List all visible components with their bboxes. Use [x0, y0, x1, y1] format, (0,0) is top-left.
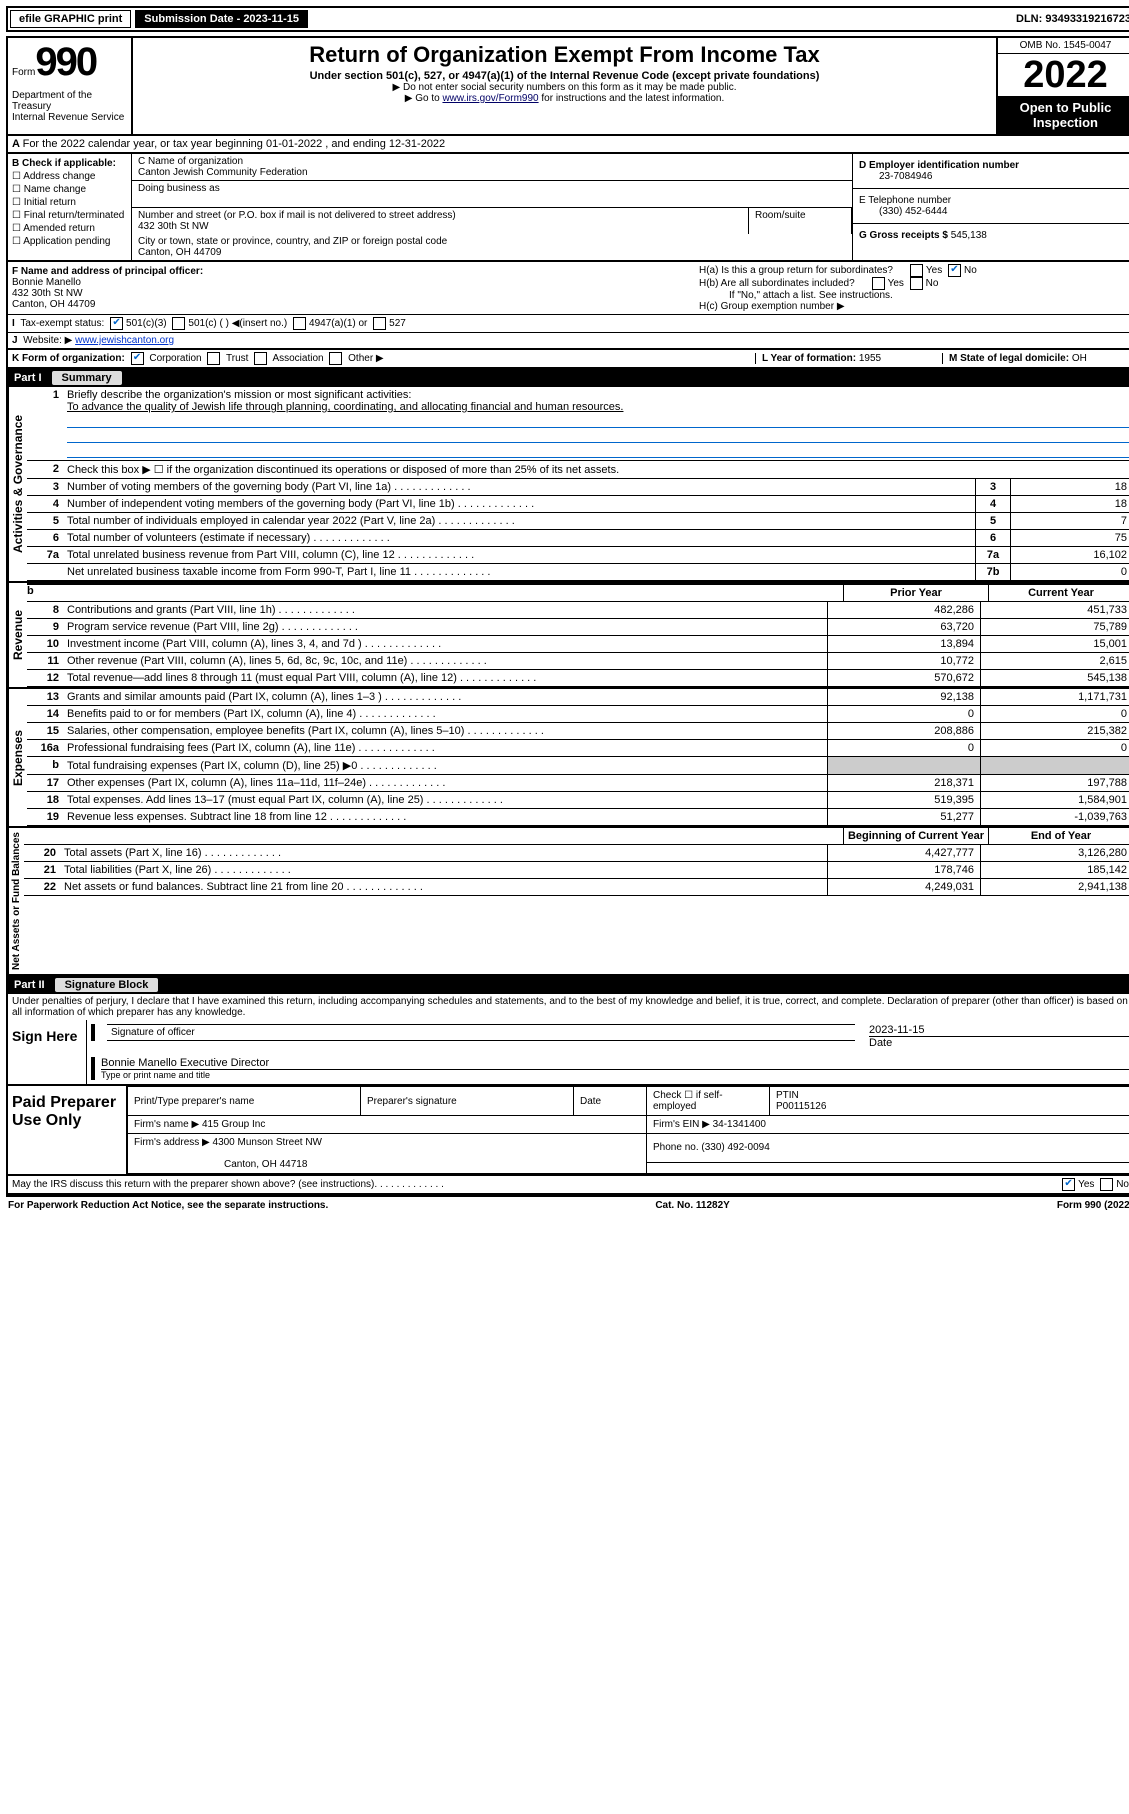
- mission: To advance the quality of Jewish life th…: [67, 401, 623, 413]
- open: Open to Public Inspection: [998, 96, 1129, 134]
- gov-label: Activities & Governance: [8, 387, 27, 581]
- net-label: Net Assets or Fund Balances: [8, 828, 24, 974]
- i-row: I Tax-exempt status: 501(c)(3) 501(c) ( …: [6, 315, 1129, 333]
- ptin: P00115126: [776, 1101, 826, 1112]
- gov-row: 4Number of independent voting members of…: [27, 496, 1129, 513]
- data-row: 12Total revenue—add lines 8 through 11 (…: [27, 670, 1129, 687]
- exp-sect: Expenses 13Grants and similar amounts pa…: [6, 689, 1129, 828]
- footer: For Paperwork Reduction Act Notice, see …: [6, 1195, 1129, 1214]
- goto: ▶ Go to: [405, 93, 443, 104]
- form-label: Form: [12, 67, 35, 78]
- gross: 545,138: [951, 230, 987, 241]
- gov-row: 7aTotal unrelated business revenue from …: [27, 547, 1129, 564]
- chk-address[interactable]: Address change: [23, 171, 95, 182]
- net-sect: Net Assets or Fund Balances Beginning of…: [6, 828, 1129, 976]
- title: Return of Organization Exempt From Incom…: [141, 42, 988, 68]
- year: 2022: [998, 54, 1129, 96]
- street: 432 30th St NW: [138, 221, 209, 232]
- j-row: J Website: ▶ www.jewishcanton.org: [6, 333, 1129, 350]
- form-number: 990: [35, 40, 96, 84]
- subdate-btn[interactable]: Submission Date - 2023-11-15: [135, 10, 308, 28]
- data-row: 21Total liabilities (Part X, line 26)178…: [24, 862, 1129, 879]
- data-row: bTotal fundraising expenses (Part IX, co…: [27, 757, 1129, 775]
- paid-block: Paid Preparer Use Only Print/Type prepar…: [6, 1086, 1129, 1176]
- officer-name: Bonnie Manello: [12, 277, 81, 288]
- discuss-yes[interactable]: [1062, 1178, 1075, 1191]
- year-cell: OMB No. 1545-0047 2022 Open to Public In…: [996, 38, 1129, 134]
- data-row: 16aProfessional fundraising fees (Part I…: [27, 740, 1129, 757]
- chk-501c3[interactable]: [110, 317, 123, 330]
- rev-sect: Revenue bPrior YearCurrent Year 8Contrib…: [6, 583, 1129, 689]
- ha-no[interactable]: [948, 264, 961, 277]
- sign-date: 2023-11-15: [869, 1024, 1129, 1036]
- data-row: 17Other expenses (Part IX, column (A), l…: [27, 775, 1129, 792]
- efile-btn[interactable]: efile GRAPHIC print: [10, 10, 131, 28]
- header-center: Return of Organization Exempt From Incom…: [133, 38, 996, 134]
- sub2: ▶ Do not enter social security numbers o…: [141, 82, 988, 93]
- data-row: 15Salaries, other compensation, employee…: [27, 723, 1129, 740]
- firm-phone: Phone no. (330) 492-0094: [647, 1134, 1129, 1163]
- form-cell: Form990 Department of the Treasury Inter…: [8, 38, 133, 134]
- chk-name[interactable]: Name change: [24, 184, 86, 195]
- irs-link[interactable]: www.irs.gov/Form990: [442, 93, 538, 104]
- firm: Firm's name ▶ 415 Group Inc: [128, 1116, 647, 1134]
- chk-corp[interactable]: [131, 352, 144, 365]
- omb: OMB No. 1545-0047: [998, 38, 1129, 54]
- data-row: 20Total assets (Part X, line 16)4,427,77…: [24, 845, 1129, 862]
- gov-row: 3Number of voting members of the governi…: [27, 479, 1129, 496]
- ein: 23-7084946: [859, 171, 932, 182]
- dln: DLN: 93493319216723: [1016, 13, 1129, 25]
- sub: Under section 501(c), 527, or 4947(a)(1)…: [141, 70, 988, 82]
- sign-block: Sign Here Signature of officer 2023-11-1…: [6, 1020, 1129, 1086]
- chk-pending[interactable]: Application pending: [23, 236, 110, 247]
- exp-label: Expenses: [8, 689, 27, 826]
- data-row: 14Benefits paid to or for members (Part …: [27, 706, 1129, 723]
- data-row: 13Grants and similar amounts paid (Part …: [27, 689, 1129, 706]
- part2-hdr: Part II Signature Block: [6, 976, 1129, 994]
- data-row: 19Revenue less expenses. Subtract line 1…: [27, 809, 1129, 826]
- dept: Department of the Treasury Internal Reve…: [12, 90, 127, 123]
- klm-row: K Form of organization: Corporation Trus…: [6, 350, 1129, 369]
- topbar: efile GRAPHIC print Submission Date - 20…: [6, 6, 1129, 32]
- goto2: for instructions and the latest informat…: [539, 93, 725, 104]
- gov-row: 5Total number of individuals employed in…: [27, 513, 1129, 530]
- penalty: Under penalties of perjury, I declare th…: [6, 994, 1129, 1020]
- chk-initial[interactable]: Initial return: [24, 197, 76, 208]
- mainbox: B Check if applicable: ☐ Address change …: [6, 154, 1129, 262]
- signer: Bonnie Manello Executive Director: [101, 1057, 1129, 1070]
- data-row: 8Contributions and grants (Part VIII, li…: [27, 602, 1129, 619]
- phone: (330) 452-6444: [859, 206, 947, 217]
- firm-ein: Firm's EIN ▶ 34-1341400: [647, 1116, 1129, 1134]
- rev-label: Revenue: [8, 583, 27, 687]
- data-row: 9Program service revenue (Part VIII, lin…: [27, 619, 1129, 636]
- website-link[interactable]: www.jewishcanton.org: [75, 335, 174, 346]
- data-row: 22Net assets or fund balances. Subtract …: [24, 879, 1129, 896]
- gov-row: Net unrelated business taxable income fr…: [27, 564, 1129, 581]
- discuss-row: May the IRS discuss this return with the…: [6, 1176, 1129, 1195]
- data-row: 18Total expenses. Add lines 13–17 (must …: [27, 792, 1129, 809]
- gov-sect: Activities & Governance 1Briefly describ…: [6, 387, 1129, 583]
- city: Canton, OH 44709: [138, 247, 221, 258]
- tax-year: A For the 2022 calendar year, or tax yea…: [6, 136, 1129, 154]
- c-block: C Name of organizationCanton Jewish Comm…: [132, 154, 852, 260]
- f-h-row: F Name and address of principal officer:…: [6, 262, 1129, 315]
- gov-row: 6Total number of volunteers (estimate if…: [27, 530, 1129, 547]
- data-row: 11Other revenue (Part VIII, column (A), …: [27, 653, 1129, 670]
- chk-final[interactable]: Final return/terminated: [24, 210, 125, 221]
- data-row: 10Investment income (Part VIII, column (…: [27, 636, 1129, 653]
- org-name: Canton Jewish Community Federation: [138, 167, 308, 178]
- header: Form990 Department of the Treasury Inter…: [6, 36, 1129, 136]
- part1-hdr: Part I Summary: [6, 369, 1129, 387]
- right-block: D Employer identification number23-70849…: [852, 154, 1129, 260]
- b-check: B Check if applicable: ☐ Address change …: [8, 154, 132, 260]
- chk-amended[interactable]: Amended return: [23, 223, 95, 234]
